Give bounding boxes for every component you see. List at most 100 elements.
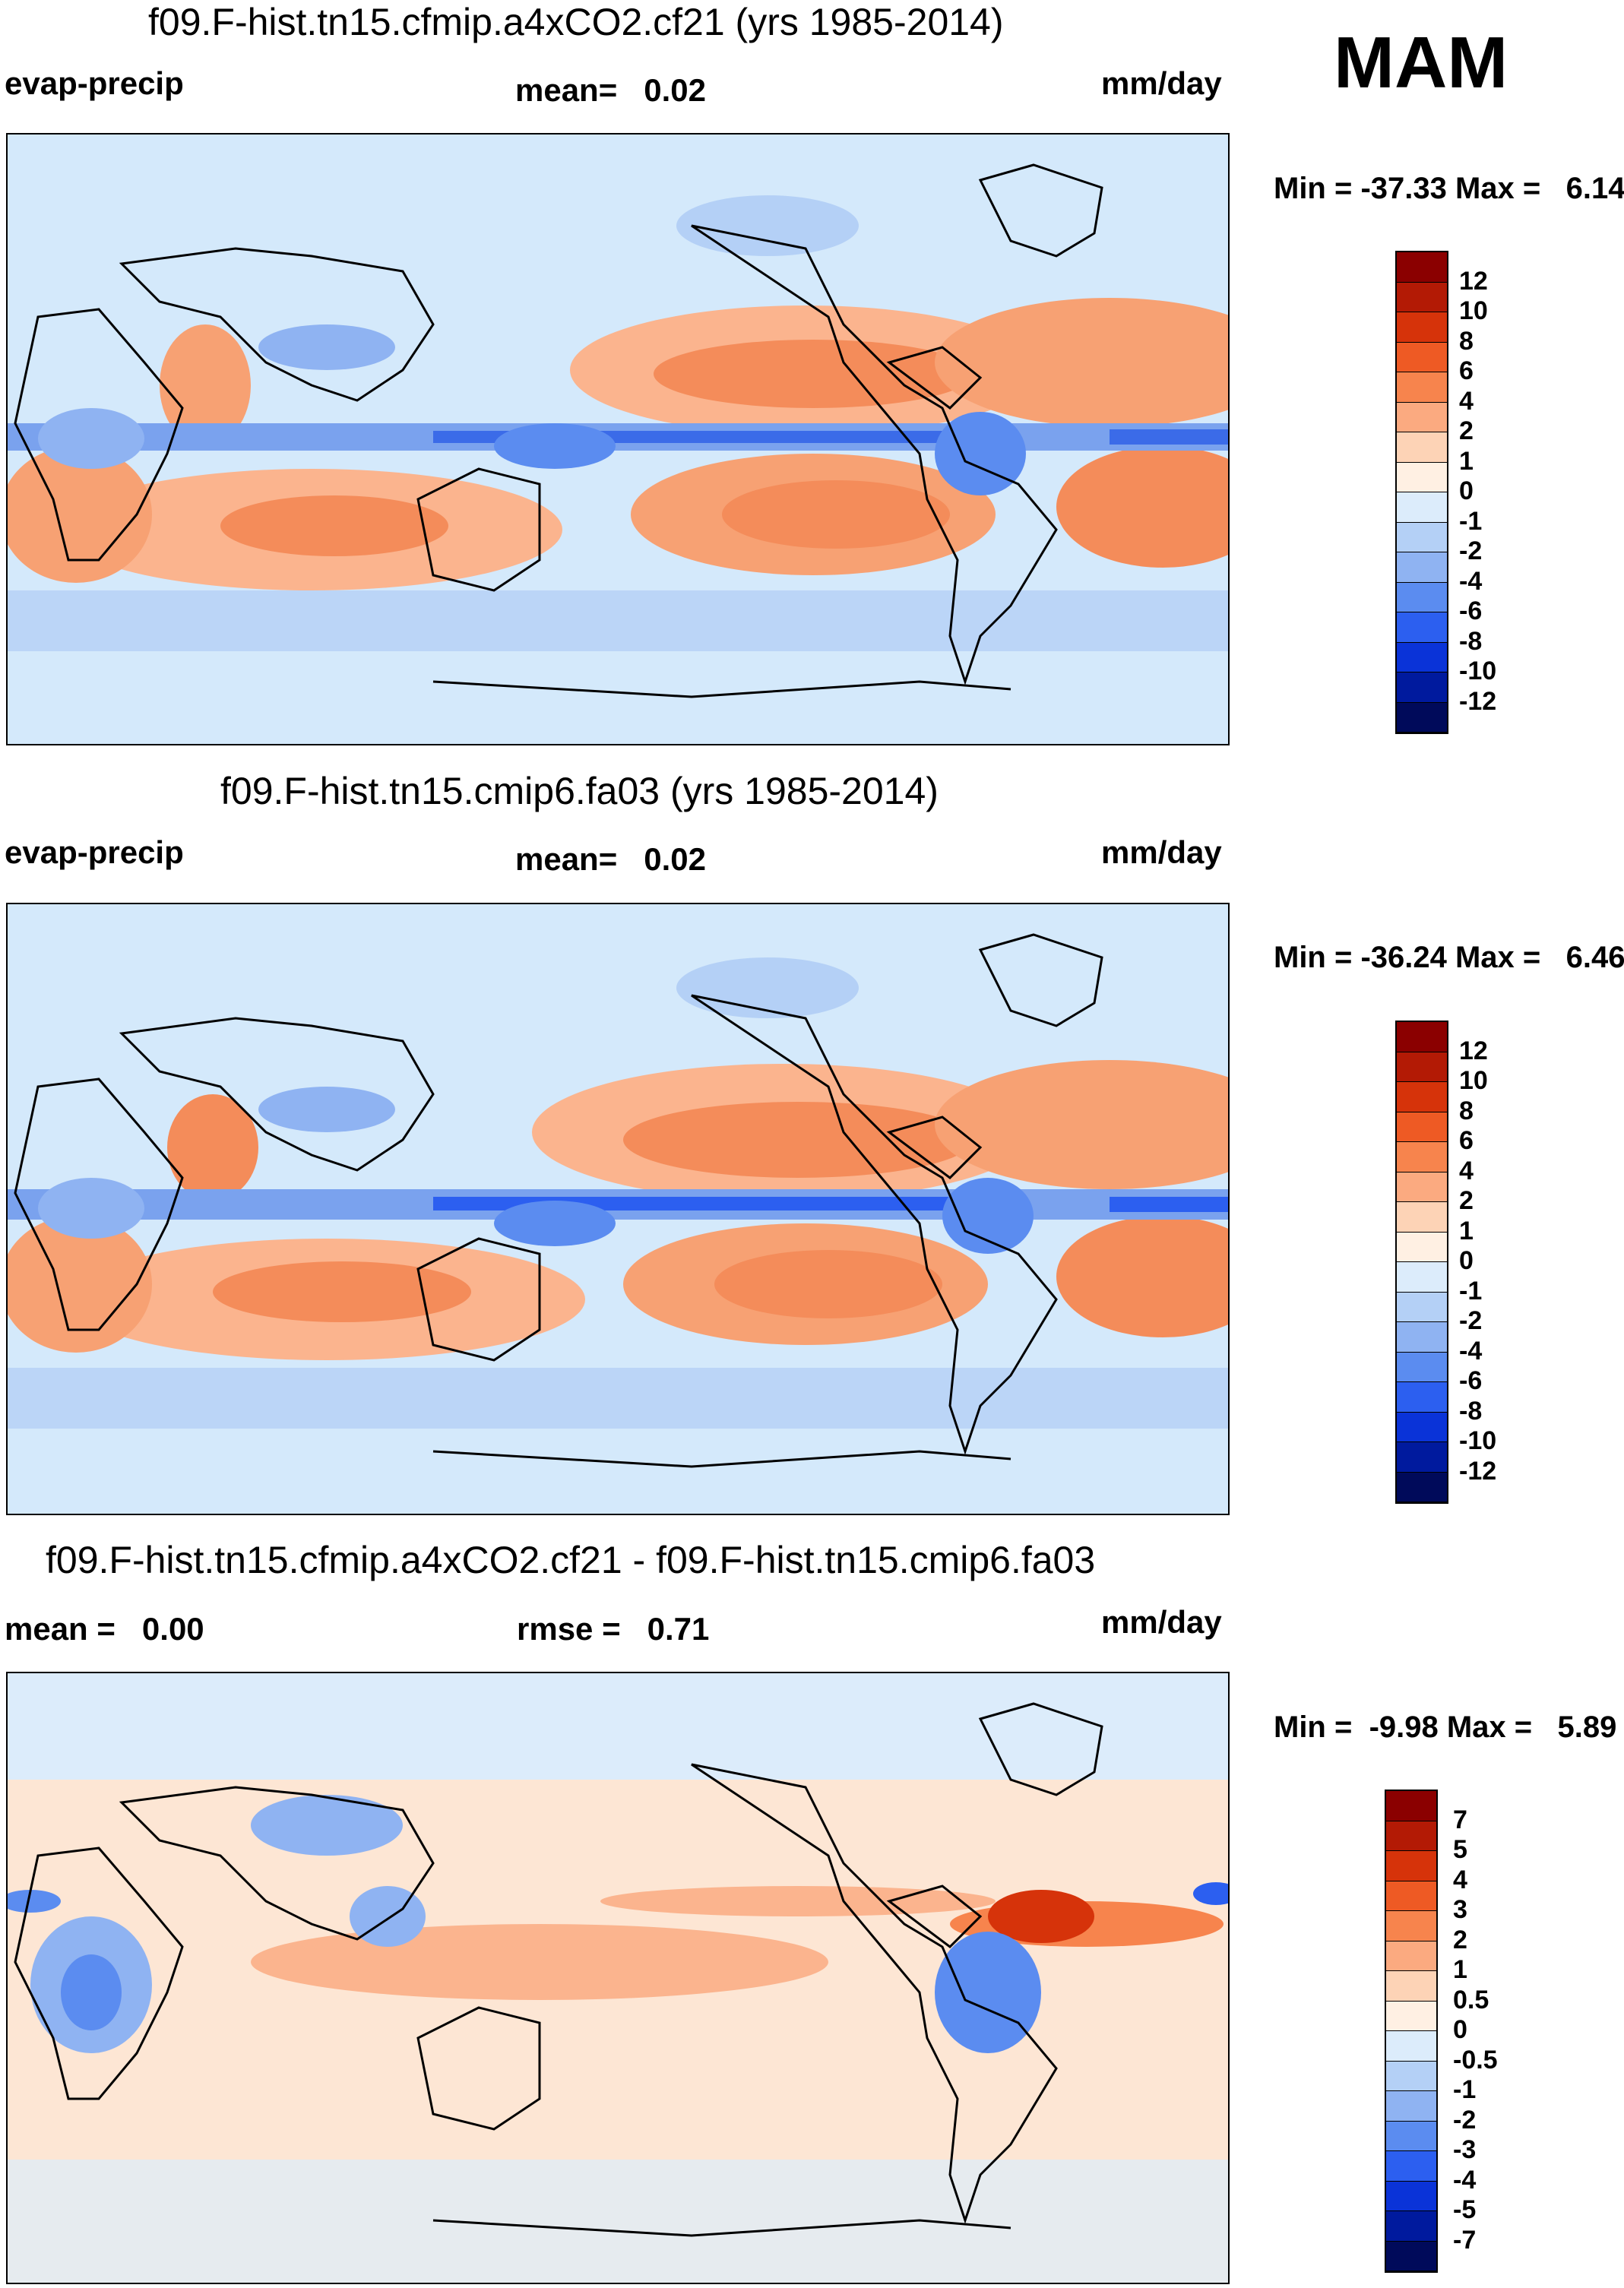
colorbar-segment [1397,612,1447,643]
panel-3-colorbar-segments [1386,1791,1436,2271]
colorbar-tick-label: -5 [1453,2195,1477,2224]
panel-1-colorbar-segments [1397,252,1447,733]
panel-1-variable-label: evap-precip [5,65,184,101]
colorbar-tick-label: 4 [1453,1865,1467,1894]
panel-1-mean-label: mean= 0.02 [515,72,706,108]
colorbar-segment [1397,582,1447,612]
panel-1-minmax: Min = -37.33 Max = 6.14 [1274,172,1624,205]
colorbar-tick-label: -4 [1459,1336,1483,1366]
panel-2-colorbar-segments [1397,1022,1447,1502]
colorbar-tick-label: 3 [1453,1895,1467,1924]
colorbar-segment [1386,2121,1436,2151]
colorbar-segment [1397,702,1447,733]
colorbar-tick-label: 2 [1459,1186,1474,1215]
colorbar-tick-label: 12 [1459,1036,1488,1065]
colorbar-tick-label: 4 [1459,1156,1474,1185]
panel-2-mean-label: mean= 0.02 [515,841,706,877]
colorbar-tick-label: 0 [1453,2015,1467,2044]
colorbar-segment [1397,1232,1447,1262]
colorbar-segment [1397,1082,1447,1112]
colorbar-tick-label: -8 [1459,626,1483,656]
colorbar-tick-label: 0.5 [1453,1985,1489,2014]
colorbar-segment [1397,402,1447,432]
colorbar-segment [1397,1352,1447,1382]
colorbar-segment [1397,1172,1447,1202]
colorbar-tick-label: 12 [1459,266,1488,296]
colorbar-segment [1397,1382,1447,1413]
colorbar-tick-label: -1 [1453,2075,1477,2104]
panel-1-colorbar [1395,251,1448,734]
colorbar-segment [1397,432,1447,463]
colorbar-segment [1386,1911,1436,1941]
panel-2-map [6,903,1230,1515]
colorbar-tick-label: -12 [1459,1456,1497,1486]
panel-1-map [6,133,1230,745]
colorbar-segment [1397,1442,1447,1473]
colorbar-segment [1386,2001,1436,2031]
panel-1-title: f09.F-hist.tn15.cfmip.a4xCO2.cf21 (yrs 1… [148,1,1004,43]
colorbar-tick-label: -2 [1459,536,1483,565]
colorbar-segment [1386,1941,1436,1971]
colorbar-segment [1386,2211,1436,2242]
colorbar-tick-label: -12 [1459,686,1497,716]
colorbar-segment [1397,492,1447,523]
panel-3-title: f09.F-hist.tn15.cfmip.a4xCO2.cf21 - f09.… [46,1539,1096,1581]
colorbar-segment [1397,282,1447,312]
colorbar-segment [1386,2031,1436,2062]
colorbar-segment [1397,462,1447,492]
colorbar-tick-label: 0 [1459,476,1474,505]
colorbar-segment [1397,672,1447,703]
colorbar-segment [1397,1112,1447,1142]
colorbar-segment [1386,2181,1436,2211]
colorbar-tick-label: -2 [1453,2105,1477,2135]
colorbar-segment [1386,1971,1436,2002]
colorbar-tick-label: 6 [1459,1126,1474,1155]
colorbar-segment [1397,1262,1447,1293]
colorbar-segment [1397,372,1447,403]
colorbar-tick-label: -10 [1459,1426,1497,1455]
colorbar-tick-label: -0.5 [1453,2045,1498,2074]
colorbar-segment [1397,1202,1447,1233]
colorbar-segment [1386,2241,1436,2271]
colorbar-segment [1386,2061,1436,2091]
panel-3-mean-label: mean = 0.00 [5,1611,204,1647]
colorbar-segment [1397,522,1447,552]
colorbar-tick-label: 0 [1459,1246,1474,1275]
colorbar-tick-label: 7 [1453,1805,1467,1834]
colorbar-tick-label: -1 [1459,1276,1483,1305]
colorbar-tick-label: 1 [1459,1216,1474,1245]
colorbar-tick-label: -1 [1459,506,1483,536]
colorbar-tick-label: -6 [1459,1366,1483,1395]
colorbar-tick-label: -2 [1459,1306,1483,1335]
colorbar-tick-label: 5 [1453,1835,1467,1864]
panel-2-colorbar [1395,1021,1448,1504]
colorbar-tick-label: 1 [1459,446,1474,476]
colorbar-segment [1386,2091,1436,2122]
panel-2-units-label: mm/day [1101,834,1222,870]
colorbar-tick-label: 8 [1459,326,1474,356]
colorbar-segment [1397,642,1447,672]
colorbar-tick-label: 10 [1459,1066,1488,1095]
colorbar-tick-label: 2 [1453,1925,1467,1954]
colorbar-tick-label: 4 [1459,386,1474,416]
colorbar-segment [1386,1851,1436,1881]
panel-2-variable-label: evap-precip [5,834,184,870]
colorbar-tick-label: -10 [1459,657,1497,685]
panel-1-units-label: mm/day [1101,65,1222,101]
colorbar-segment [1397,1292,1447,1322]
colorbar-segment [1397,1022,1447,1052]
colorbar-tick-label: 1 [1453,1955,1467,1984]
colorbar-tick-label: 8 [1459,1096,1474,1125]
panel-2-minmax: Min = -36.24 Max = 6.46 [1274,941,1624,974]
colorbar-segment [1386,2151,1436,2182]
season-label: MAM [1334,22,1508,103]
colorbar-segment [1397,1412,1447,1442]
colorbar-segment [1386,1881,1436,1911]
colorbar-tick-label: 6 [1459,356,1474,385]
colorbar-tick-label: -6 [1459,597,1483,625]
colorbar-segment [1397,552,1447,583]
colorbar-segment [1397,1322,1447,1353]
colorbar-tick-label: -3 [1453,2135,1477,2164]
colorbar-segment [1397,1052,1447,1082]
colorbar-tick-label: -7 [1453,2225,1477,2255]
